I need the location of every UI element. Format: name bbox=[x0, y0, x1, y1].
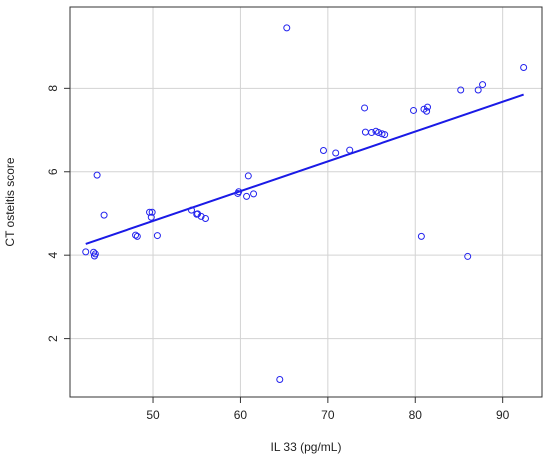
data-point bbox=[133, 232, 141, 240]
data-point bbox=[132, 231, 140, 239]
data-point bbox=[423, 103, 431, 111]
data-points bbox=[82, 24, 528, 383]
data-point bbox=[368, 129, 376, 137]
data-point bbox=[417, 232, 425, 240]
data-point bbox=[91, 250, 99, 258]
data-point bbox=[464, 252, 472, 260]
data-point bbox=[244, 172, 252, 180]
plot-frame bbox=[69, 6, 543, 398]
x-tick-label: 50 bbox=[146, 408, 160, 422]
data-point bbox=[283, 24, 291, 32]
x-tick-label: 60 bbox=[234, 408, 248, 422]
data-point bbox=[153, 232, 161, 240]
data-point bbox=[100, 211, 108, 219]
x-axis-title: IL 33 (pg/mL) bbox=[271, 440, 342, 454]
y-tick-label: 6 bbox=[46, 168, 60, 175]
data-point bbox=[479, 81, 487, 89]
x-tick-label: 90 bbox=[496, 408, 510, 422]
data-point bbox=[187, 206, 195, 214]
data-point bbox=[410, 106, 418, 114]
y-tick-label: 8 bbox=[46, 85, 60, 92]
y-axis: 2 4 6 8 bbox=[46, 85, 70, 342]
data-point bbox=[201, 214, 209, 222]
x-tick-label: 70 bbox=[321, 408, 335, 422]
data-point bbox=[93, 171, 101, 179]
data-point bbox=[276, 375, 284, 383]
data-point bbox=[474, 86, 482, 94]
data-point bbox=[346, 146, 354, 154]
data-point bbox=[332, 149, 340, 157]
data-point bbox=[375, 129, 383, 137]
data-point bbox=[235, 188, 243, 196]
data-point bbox=[197, 212, 205, 220]
x-axis: 50 60 70 80 90 bbox=[146, 397, 510, 422]
data-point bbox=[319, 146, 327, 154]
y-tick-label: 4 bbox=[46, 252, 60, 259]
data-point bbox=[520, 63, 528, 71]
data-point bbox=[250, 190, 258, 198]
y-axis-title: CT osteitis score bbox=[3, 157, 17, 246]
data-point bbox=[243, 192, 251, 200]
data-point bbox=[147, 213, 155, 221]
data-point bbox=[82, 248, 90, 256]
data-point bbox=[361, 128, 369, 136]
x-tick-label: 80 bbox=[409, 408, 423, 422]
data-point bbox=[90, 248, 98, 256]
data-point bbox=[457, 86, 465, 94]
y-tick-label: 2 bbox=[46, 335, 60, 342]
data-point bbox=[148, 208, 156, 216]
grid-lines bbox=[70, 7, 542, 397]
data-point bbox=[361, 104, 369, 112]
data-point bbox=[381, 131, 389, 139]
regression-line bbox=[85, 93, 524, 245]
data-point bbox=[423, 107, 431, 115]
